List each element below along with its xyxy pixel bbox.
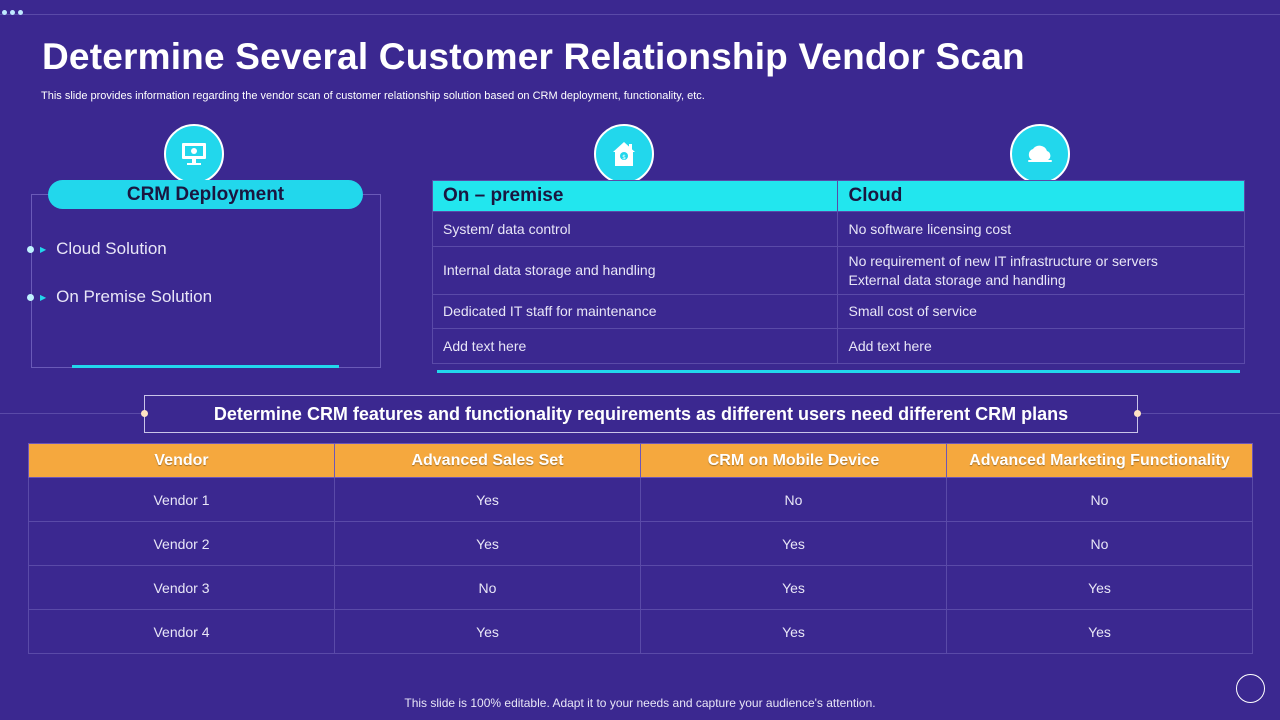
bullet-arrow-icon: ▶	[40, 292, 47, 302]
table-cell: Yes	[334, 609, 641, 654]
table-cell: Add text here	[837, 328, 1245, 364]
cell-line: External data storage and handling	[848, 271, 1066, 288]
table-row: Vendor 1 Yes No No	[28, 477, 1253, 522]
deployment-item-label: Cloud Solution	[56, 239, 167, 258]
table-header-row: On – premise Cloud	[431, 180, 1245, 212]
deployment-item: ▶ On Premise Solution	[27, 287, 212, 307]
table-cell: No	[946, 477, 1253, 522]
table-cell: Yes	[334, 477, 641, 522]
table-row: Vendor 4 Yes Yes Yes	[28, 609, 1253, 654]
deployment-underline	[72, 365, 339, 368]
bullet-dot-icon	[27, 293, 34, 301]
table-cell: No	[640, 477, 947, 522]
deployment-item-label: On Premise Solution	[56, 287, 213, 306]
table-cell: No	[334, 565, 641, 610]
page-subtitle: This slide provides information regardin…	[41, 90, 705, 102]
table-cell: Dedicated IT staff for maintenance	[431, 294, 839, 329]
bullet-dot-icon	[27, 245, 34, 253]
circle-icon	[1236, 674, 1265, 703]
monitor-icon	[164, 124, 224, 184]
table-cell: No requirement of new IT infrastructure …	[837, 246, 1245, 295]
deployment-panel	[31, 194, 381, 368]
table-cell: Vendor 2	[28, 521, 335, 566]
column-header: Cloud	[837, 180, 1245, 212]
table-cell: Add text here	[431, 328, 839, 364]
table-header-row: Vendor Advanced Sales Set CRM on Mobile …	[28, 443, 1253, 478]
table-cell: Vendor 4	[28, 609, 335, 654]
table-row: Internal data storage and handling No re…	[431, 246, 1245, 295]
table-cell: Vendor 1	[28, 477, 335, 522]
column-header: Vendor	[28, 443, 335, 478]
column-header: CRM on Mobile Device	[640, 443, 947, 478]
table-cell: System/ data control	[431, 211, 839, 247]
table-row: Vendor 2 Yes Yes No	[28, 521, 1253, 566]
table-cell: Internal data storage and handling	[431, 246, 839, 295]
column-header: On – premise	[431, 180, 839, 212]
column-header: Advanced Marketing Functionality	[946, 443, 1253, 478]
cloud-icon	[1010, 124, 1070, 184]
table-cell: Yes	[946, 609, 1253, 654]
svg-text:$: $	[622, 154, 626, 161]
house-icon: $	[594, 124, 654, 184]
table-cell: Small cost of service	[837, 294, 1245, 329]
table-cell: Yes	[640, 609, 947, 654]
deployment-item: ▶ Cloud Solution	[27, 239, 167, 259]
features-banner: Determine CRM features and functionality…	[144, 395, 1138, 433]
menu-dots-icon	[2, 10, 23, 15]
table-cell: Vendor 3	[28, 565, 335, 610]
table-row: System/ data control No software licensi…	[431, 211, 1245, 247]
table-cell: No software licensing cost	[837, 211, 1245, 247]
vendor-table: Vendor Advanced Sales Set CRM on Mobile …	[28, 443, 1253, 654]
comparison-underline	[437, 370, 1240, 373]
cell-line: No requirement of new IT infrastructure …	[848, 252, 1158, 269]
table-cell: Yes	[640, 565, 947, 610]
table-row: Vendor 3 No Yes Yes	[28, 565, 1253, 610]
footer-note: This slide is 100% editable. Adapt it to…	[404, 696, 876, 710]
table-cell: Yes	[334, 521, 641, 566]
comparison-table: On – premise Cloud System/ data control …	[431, 180, 1245, 364]
top-divider	[0, 14, 1280, 15]
table-cell: Yes	[640, 521, 947, 566]
table-row: Add text here Add text here	[431, 328, 1245, 364]
table-cell: No	[946, 521, 1253, 566]
page-title: Determine Several Customer Relationship …	[42, 36, 1025, 77]
banner-right-dot-icon	[1134, 410, 1141, 417]
column-header: Advanced Sales Set	[334, 443, 641, 478]
bullet-arrow-icon: ▶	[40, 244, 47, 254]
table-row: Dedicated IT staff for maintenance Small…	[431, 294, 1245, 329]
table-cell: Yes	[946, 565, 1253, 610]
banner-left-dot-icon	[141, 410, 148, 417]
deployment-heading: CRM Deployment	[48, 180, 363, 209]
